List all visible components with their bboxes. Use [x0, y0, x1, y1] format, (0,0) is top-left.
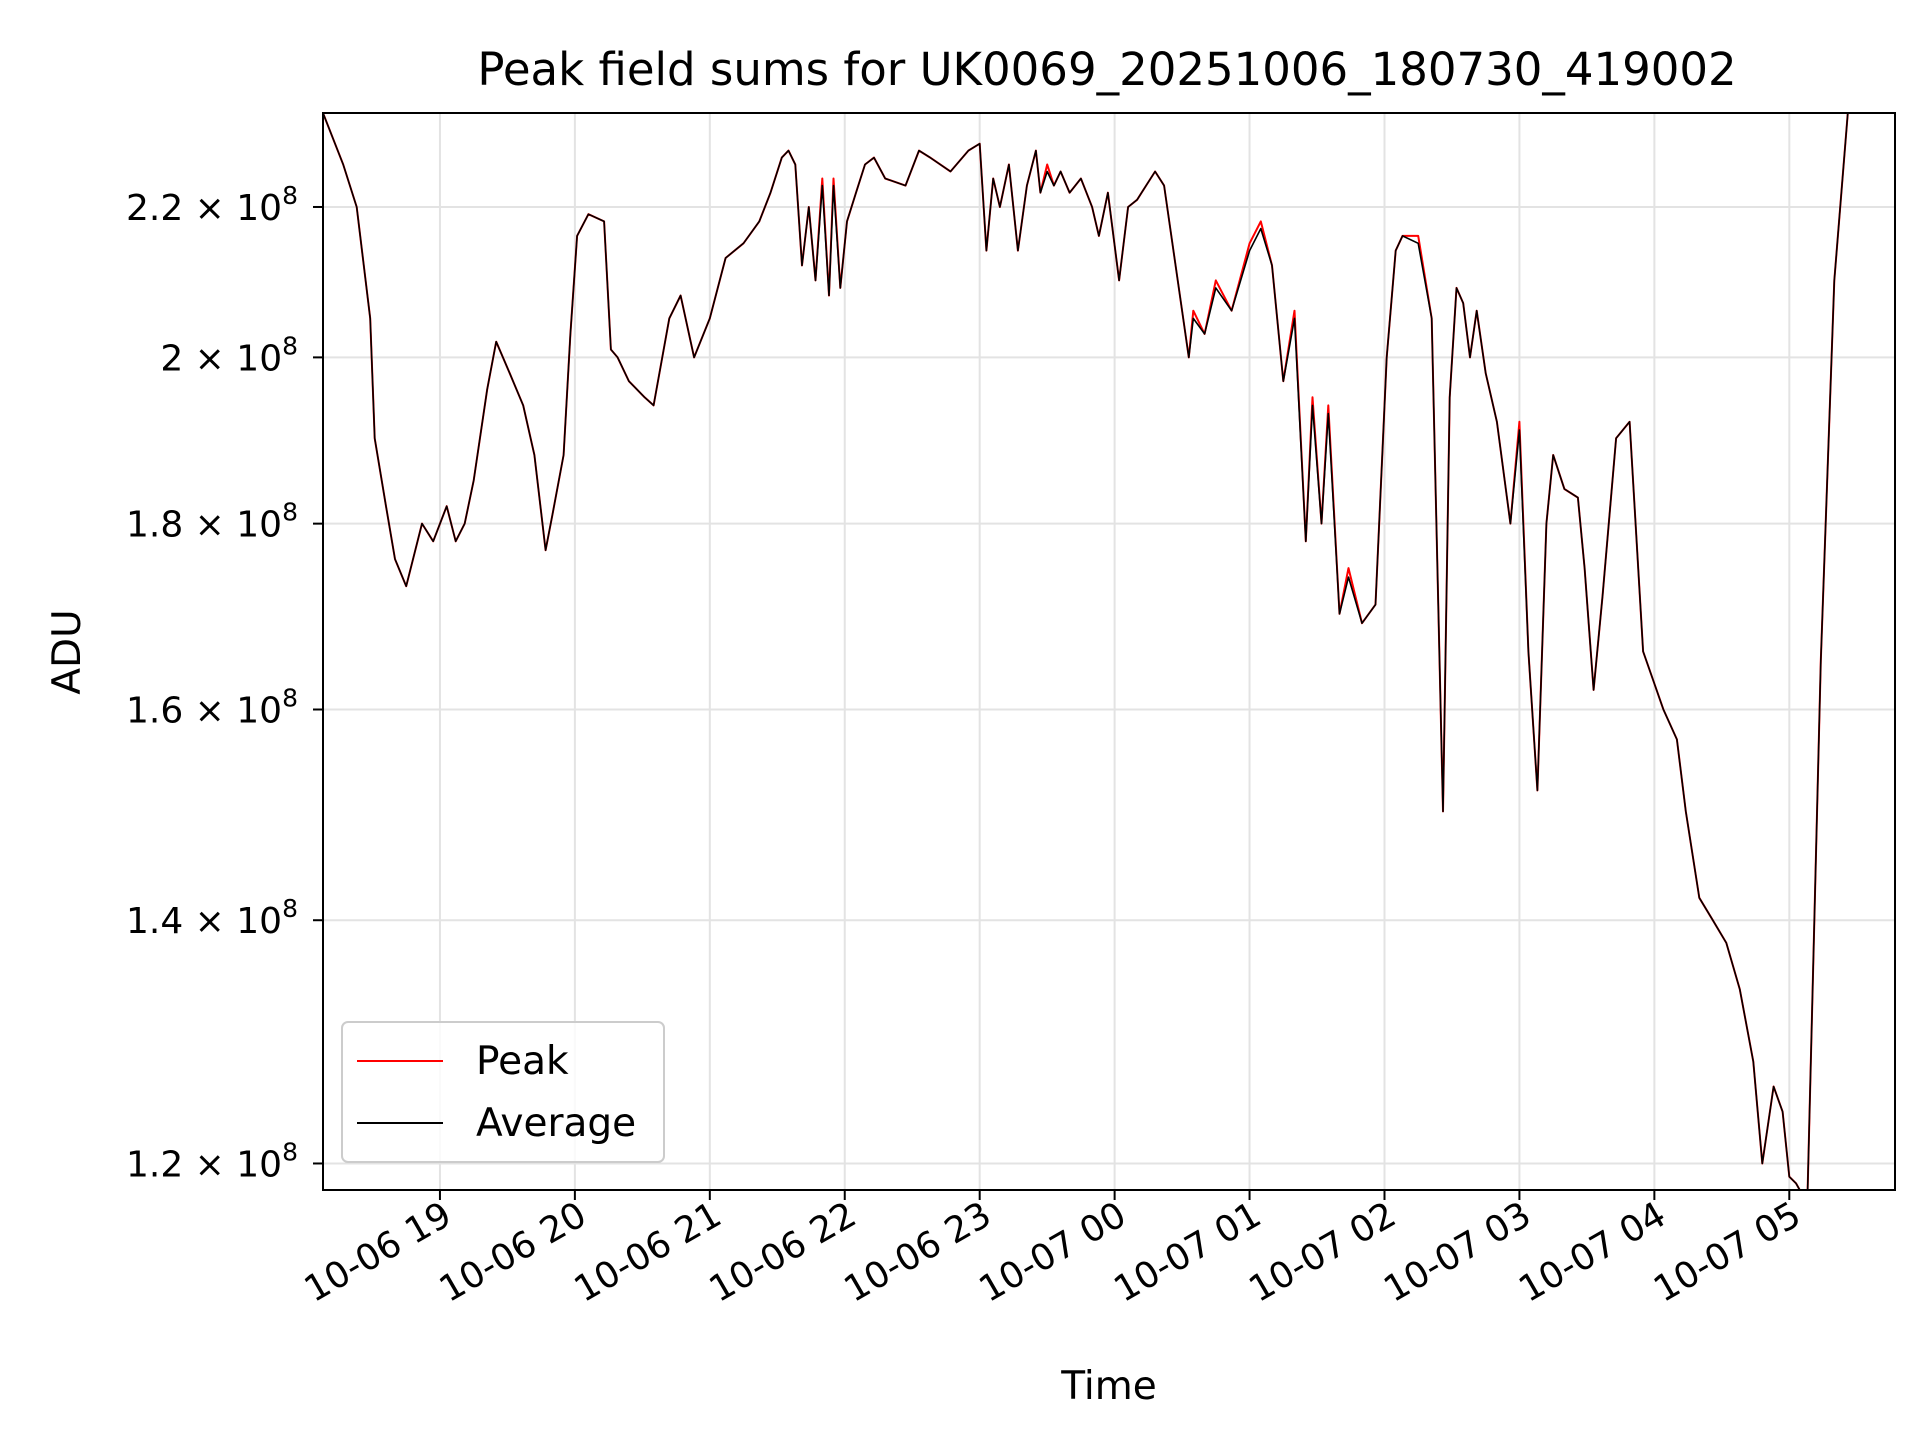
series-line-average — [323, 113, 1849, 1190]
y-tick-label: 2.2 × 108 — [126, 181, 298, 229]
y-axis-label: ADU — [45, 609, 90, 694]
grid — [323, 113, 1895, 1190]
y-tick-label: 1.2 × 108 — [126, 1137, 298, 1185]
legend-label-average: Average — [476, 1101, 636, 1146]
series-layer — [323, 113, 1849, 1190]
legend: Peak Average — [341, 1021, 665, 1163]
y-tick-label: 1.8 × 108 — [126, 498, 298, 546]
plot-frame — [322, 112, 1896, 1191]
y-tick-label: 1.4 × 108 — [126, 894, 298, 942]
y-tick-label: 2 × 108 — [160, 331, 298, 379]
chart-title: Peak field sums for UK0069_20251006_1807… — [477, 43, 1736, 96]
y-tick-label: 1.6 × 108 — [126, 684, 298, 732]
y-axis: 1.2 × 108 1.4 × 108 1.6 × 108 1.8 × 108 2 × … — [126, 181, 323, 1185]
x-axis-label: Time — [1060, 1364, 1156, 1409]
legend-label-peak: Peak — [476, 1039, 569, 1084]
legend-box — [341, 1021, 665, 1163]
